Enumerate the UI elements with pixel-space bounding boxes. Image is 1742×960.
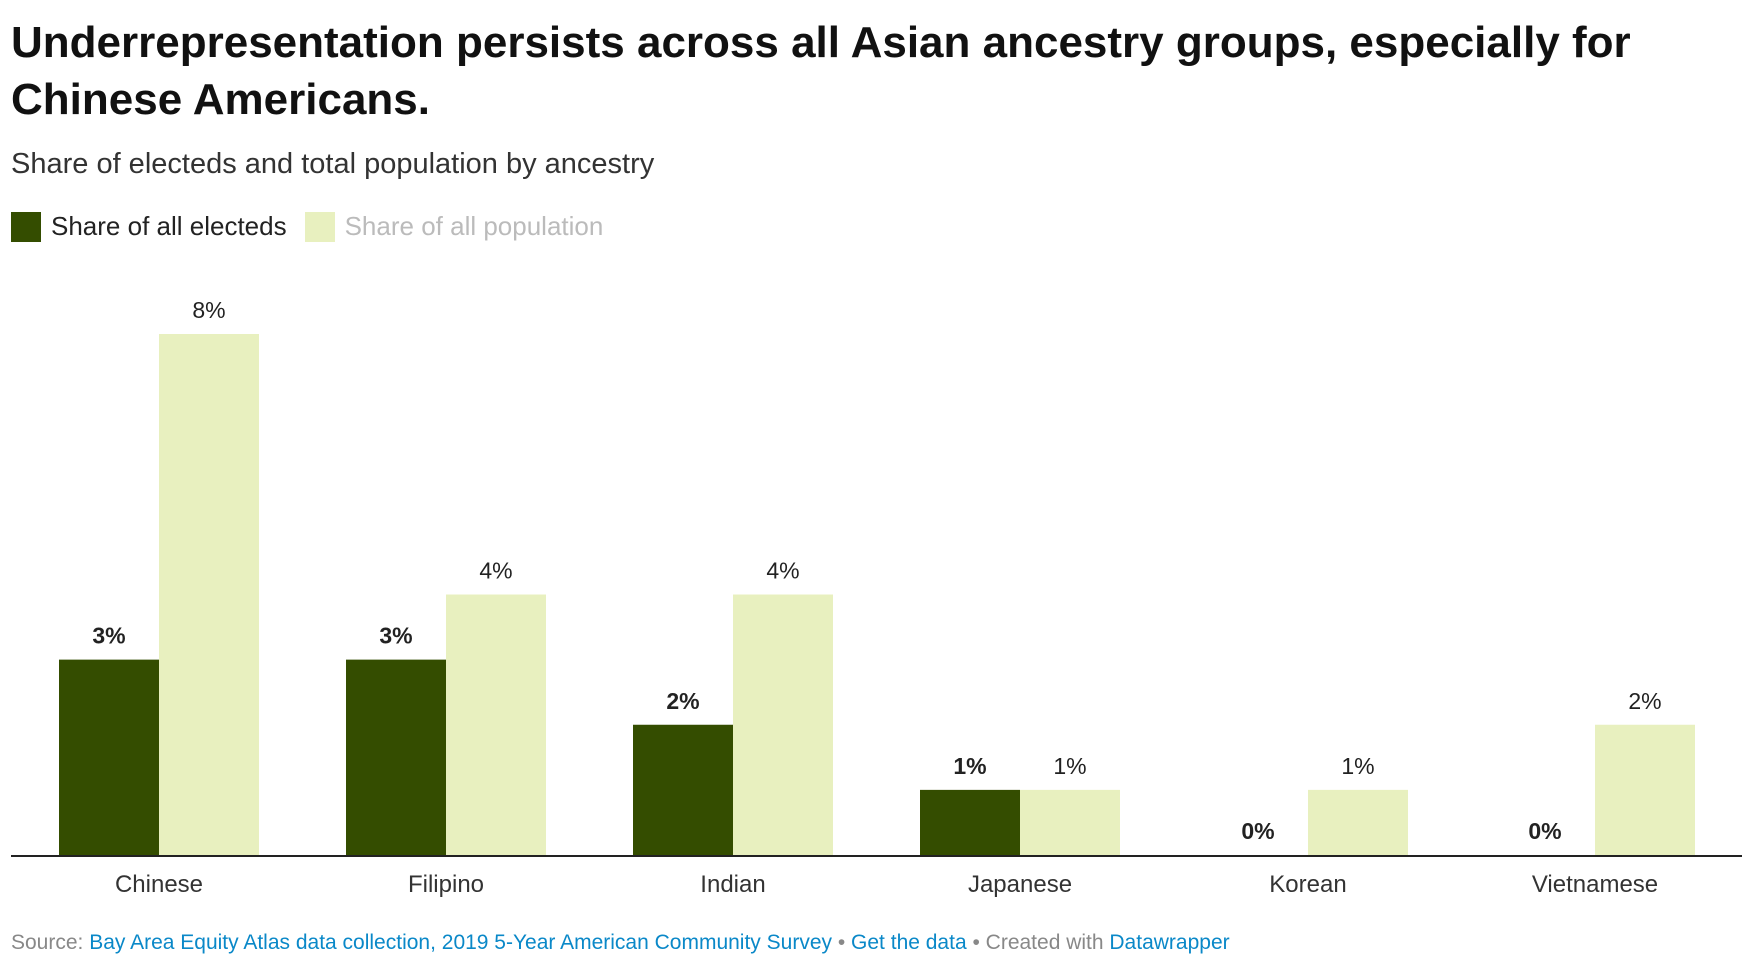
legend-label-population: Share of all population [344,211,604,241]
legend-swatch-population [304,211,335,242]
footer: Source: Bay Area Equity Atlas data colle… [11,930,1230,956]
legend-label-electeds: Share of all electeds [51,211,287,241]
bar-population-chinese [159,334,259,855]
x-tick-label: Korean [1269,871,1346,898]
data-label: 3% [379,623,412,649]
chart-subtitle: Share of electeds and total population b… [11,148,655,180]
bar-electeds-filipino [346,659,446,855]
x-tick-label: Indian [700,871,765,898]
data-label: 1% [1341,753,1374,779]
data-label: 8% [192,297,225,323]
bar-population-vietnamese [1595,724,1695,855]
bar-electeds-indian [633,724,733,855]
data-label: 3% [92,623,125,649]
legend: Share of all electeds Share of all popul… [11,211,621,242]
data-label: 2% [666,688,699,714]
bar-electeds-chinese [59,659,159,855]
legend-swatch-electeds [11,211,41,242]
data-label: 4% [766,558,799,584]
x-tick-label: Chinese [115,871,203,898]
x-tick-label: Vietnamese [1532,871,1658,898]
legend-item-electeds[interactable]: Share of all electeds [11,211,287,242]
bar-population-japanese [1020,789,1120,855]
data-label: 2% [1628,688,1661,714]
bar-chart: 3% 8% Chinese 3% 4% Filipino 2% 4% Indian 1% 1% Jap… [11,297,1742,898]
data-label: 1% [953,753,986,779]
bar-population-korean [1308,789,1408,855]
source-label: Source: [11,931,84,954]
created-with-text: • Created with [966,931,1110,954]
data-label: 0% [1241,818,1274,844]
get-data-link[interactable]: Get the data [851,931,967,954]
bar-population-filipino [446,594,546,855]
data-label: 1% [1053,753,1086,779]
source-link[interactable]: Bay Area Equity Atlas data collection, 2… [89,931,833,954]
bar-population-indian [733,594,833,855]
data-label: 4% [479,558,512,584]
chart-title: Underrepresentation persists across all … [11,18,1631,124]
bar-electeds-japanese [920,789,1020,855]
datawrapper-link[interactable]: Datawrapper [1109,931,1230,954]
x-tick-label: Japanese [968,871,1072,898]
legend-item-population[interactable]: Share of all population [304,211,604,242]
x-tick-label: Filipino [408,871,484,898]
footer-separator: • [832,931,852,954]
data-label: 0% [1528,818,1561,844]
